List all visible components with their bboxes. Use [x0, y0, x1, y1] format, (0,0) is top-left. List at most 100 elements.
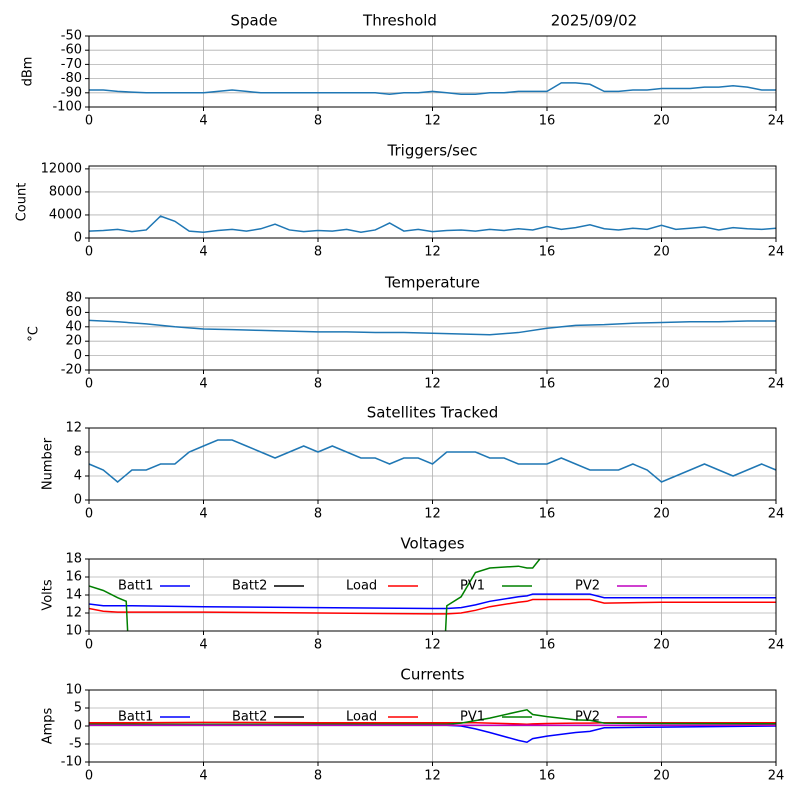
x-tick-label: 20 — [653, 114, 670, 129]
x-tick-label: 8 — [314, 114, 322, 129]
title: Threshold — [362, 12, 437, 30]
x-tick-label: 4 — [199, 507, 207, 522]
panel: 0 4 8 12 16 20 24 -10 -5 0 5 10 Batt1 Batt2 Load PV1 PV2… — [41, 666, 785, 784]
y-tick-label: 10 — [65, 683, 82, 698]
plot-frame — [88, 427, 777, 501]
y-axis-label: Amps — [41, 707, 56, 744]
legend-label: Batt1 — [118, 579, 153, 594]
plot-frame — [88, 165, 777, 239]
y-tick-label: -20 — [61, 363, 82, 378]
x-tick-label: 0 — [85, 377, 93, 392]
x-tick-label: 12 — [424, 245, 441, 260]
x-tick-label: 20 — [653, 507, 670, 522]
x-tick-label: 12 — [424, 377, 441, 392]
y-tick-label: 10 — [65, 624, 82, 639]
y-tick-label: 8000 — [49, 184, 82, 199]
plot-frame — [88, 297, 777, 371]
panel: 0 4 8 12 16 20 24 -100-90-80-70-60-50 Threshold S… — [21, 12, 785, 129]
y-tick-label: 4 — [74, 469, 82, 484]
x-tick-label: 4 — [199, 377, 207, 392]
x-tick-label: 24 — [768, 245, 785, 260]
x-tick-label: 0 — [85, 507, 93, 522]
y-tick-label: 12000 — [41, 161, 82, 176]
panel: 0 4 8 12 16 20 24 10 12 14 16 18 Batt1 Batt2 Load PV1 PV… — [41, 535, 785, 653]
panel: 0 4 8 12 16 20 24 0 4000 8000 12000 Triggers/sec Cou… — [15, 142, 785, 260]
series-line — [89, 559, 541, 631]
y-tick-label: 18 — [65, 552, 82, 567]
title: Satellites Tracked — [367, 404, 498, 422]
y-tick-label: 14 — [65, 588, 82, 603]
y-axis-label: Count — [15, 183, 30, 222]
title: Triggers/sec — [387, 142, 478, 160]
x-tick-label: 24 — [768, 114, 785, 129]
annotation: Spade — [231, 12, 278, 30]
title: Temperature — [384, 274, 480, 292]
x-tick-label: 16 — [539, 638, 556, 653]
x-tick-label: 20 — [653, 245, 670, 260]
series-line — [89, 598, 776, 615]
series-line — [89, 319, 776, 336]
x-tick-label: 8 — [314, 245, 322, 260]
y-tick-label: 5 — [74, 701, 82, 716]
legend-label: PV2 — [575, 579, 600, 594]
x-tick-label: 16 — [539, 245, 556, 260]
x-tick-label: 12 — [424, 638, 441, 653]
legend-label: PV1 — [460, 710, 485, 725]
series-line — [89, 439, 776, 483]
y-axis-label: dBm — [21, 57, 36, 87]
x-tick-label: 0 — [85, 769, 93, 784]
title: Voltages — [400, 535, 464, 553]
y-tick-label: -80 — [61, 71, 82, 86]
y-tick-label: 60 — [65, 305, 82, 320]
y-tick-label: 0 — [74, 348, 82, 363]
x-tick-label: 8 — [314, 638, 322, 653]
y-tick-label: 12 — [65, 421, 82, 436]
x-tick-label: 12 — [424, 507, 441, 522]
x-tick-label: 16 — [539, 507, 556, 522]
y-tick-label: -50 — [61, 29, 82, 44]
x-tick-label: 8 — [314, 507, 322, 522]
x-tick-label: 4 — [199, 638, 207, 653]
series-line — [89, 721, 776, 725]
x-tick-label: 16 — [539, 769, 556, 784]
y-axis-label: Volts — [41, 579, 56, 611]
y-tick-label: 16 — [65, 570, 82, 585]
y-axis-label: °C — [27, 326, 42, 342]
y-tick-label: -90 — [61, 85, 82, 100]
y-tick-label: -70 — [61, 57, 82, 72]
y-tick-label: 0 — [74, 231, 82, 246]
plot-frame — [88, 689, 777, 763]
x-tick-label: 4 — [199, 245, 207, 260]
x-tick-label: 0 — [85, 114, 93, 129]
x-tick-label: 12 — [424, 769, 441, 784]
series-line — [89, 708, 776, 725]
legend-label: Batt2 — [232, 710, 267, 725]
series-line — [89, 82, 776, 95]
y-tick-label: 40 — [65, 319, 82, 334]
y-tick-label: 12 — [65, 606, 82, 621]
x-tick-label: 0 — [85, 638, 93, 653]
x-tick-label: 4 — [199, 769, 207, 784]
x-tick-label: 16 — [539, 114, 556, 129]
legend-label: Batt2 — [232, 579, 267, 594]
x-tick-label: 20 — [653, 638, 670, 653]
legend-label: PV1 — [460, 579, 485, 594]
legend-label: Load — [346, 579, 377, 594]
x-tick-label: 24 — [768, 507, 785, 522]
x-tick-label: 24 — [768, 377, 785, 392]
series-line — [89, 215, 776, 234]
x-tick-label: 8 — [314, 377, 322, 392]
y-axis-label: Number — [41, 437, 56, 490]
y-tick-label: 0 — [74, 493, 82, 508]
legend-label: PV2 — [575, 710, 600, 725]
y-tick-label: 20 — [65, 334, 82, 349]
x-tick-label: 8 — [314, 769, 322, 784]
y-tick-label: 0 — [74, 719, 82, 734]
y-tick-label: -100 — [52, 100, 82, 115]
legend-label: Load — [346, 710, 377, 725]
panel: 0 4 8 12 16 20 24 0 4 8 12 Satellites Tracked Number — [41, 404, 785, 522]
y-tick-label: -5 — [69, 737, 82, 752]
x-tick-label: 12 — [424, 114, 441, 129]
